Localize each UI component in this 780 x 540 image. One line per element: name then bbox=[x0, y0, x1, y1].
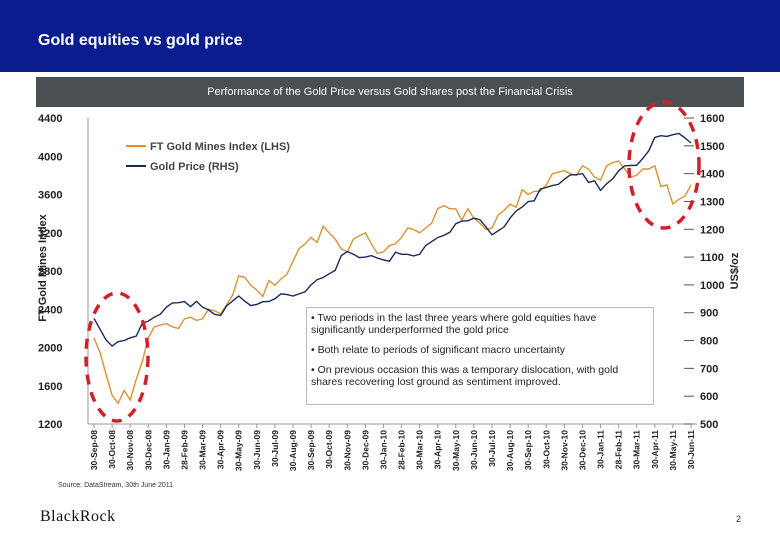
chart-subtitle: Performance of the Gold Price versus Gol… bbox=[207, 86, 573, 98]
x-tick-label: 30-Jul-09 bbox=[270, 430, 280, 467]
highlight-ellipses bbox=[84, 100, 701, 423]
series-lines bbox=[93, 132, 692, 405]
x-tick-label: 30-Sep-09 bbox=[306, 430, 316, 470]
page-number: 2 bbox=[736, 514, 742, 524]
x-tick-label: 30-Sep-08 bbox=[89, 430, 99, 470]
x-tick-label: 30-May-09 bbox=[234, 430, 244, 471]
x-tick-label: 30-Mar-11 bbox=[632, 430, 642, 469]
x-tick-label: 30-Jan-10 bbox=[378, 430, 388, 469]
x-tick-label: 30-Apr-11 bbox=[650, 430, 660, 469]
x-tick-label: 30-Jan-11 bbox=[596, 430, 606, 469]
left-tick-label: 3600 bbox=[38, 190, 62, 202]
x-tick-label: 30-May-11 bbox=[668, 430, 678, 471]
left-tick-label: 2400 bbox=[38, 304, 62, 316]
x-tick-label: 30-Oct-09 bbox=[324, 430, 334, 469]
chart-axes bbox=[87, 118, 697, 425]
left-tick-label: 4400 bbox=[38, 113, 62, 125]
right-tick-label: 1500 bbox=[700, 141, 724, 153]
x-tick-label: 30-Aug-10 bbox=[505, 430, 515, 471]
x-tick-label: 30-May-10 bbox=[451, 430, 461, 471]
x-tick-label: 30-Jun-09 bbox=[252, 430, 262, 470]
x-tick-label: 28-Feb-10 bbox=[397, 430, 407, 470]
x-tick-label: 30-Jun-11 bbox=[686, 430, 696, 469]
x-tick-label: 30-Aug-09 bbox=[288, 430, 298, 471]
x-tick-label: 30-Dec-08 bbox=[143, 430, 153, 470]
left-axis-ticks: 4400 4000 3600 3200 2800 2400 2000 1600 1200 bbox=[38, 113, 62, 431]
right-tick-label: 1200 bbox=[700, 224, 724, 236]
right-tick-label: 1600 bbox=[700, 113, 724, 125]
left-tick-label: 1600 bbox=[38, 381, 62, 393]
right-tick-label: 1000 bbox=[700, 280, 724, 292]
page-title: Gold equities vs gold price bbox=[38, 32, 243, 49]
x-tick-label: 30-Dec-10 bbox=[577, 430, 587, 470]
right-tick-label: 1100 bbox=[700, 252, 724, 264]
x-tick-label: 30-Sep-10 bbox=[523, 430, 533, 470]
x-tick-label: 30-Oct-08 bbox=[107, 430, 117, 469]
right-tick-label: 600 bbox=[700, 391, 718, 403]
right-axis-title: US$/oz bbox=[729, 252, 741, 289]
right-tick-label: 1300 bbox=[700, 196, 724, 208]
gold-mines-index-line bbox=[93, 160, 692, 405]
source-note: Source: DataStream, 30th June 2011 bbox=[58, 482, 174, 489]
x-tick-label: 30-Apr-09 bbox=[216, 430, 226, 469]
x-tick-label: 30-Nov-09 bbox=[342, 430, 352, 471]
right-tick-label: 500 bbox=[700, 419, 718, 431]
highlight-ellipse-2008 bbox=[84, 291, 150, 423]
annotation-box: • Two periods in the last three years wh… bbox=[306, 307, 654, 405]
legend-label: Gold Price (RHS) bbox=[150, 161, 239, 173]
annotation-1: • Two periods in the last three years wh… bbox=[311, 312, 597, 336]
left-tick-label: 1200 bbox=[38, 419, 62, 431]
left-tick-label: 3200 bbox=[38, 228, 62, 240]
x-tick-label: 30-Jun-10 bbox=[469, 430, 479, 470]
x-tick-label: 30-Jul-10 bbox=[487, 430, 497, 467]
x-tick-label: 28-Feb-09 bbox=[179, 430, 189, 470]
x-tick-label: 30-Mar-09 bbox=[198, 430, 208, 470]
annotation-2: • Both relate to periods of significant … bbox=[311, 344, 566, 356]
x-tick-label: 30-Nov-10 bbox=[559, 430, 569, 471]
right-tick-label: 800 bbox=[700, 336, 718, 348]
x-axis-ticks: 30-Sep-08 30-Oct-08 30-Nov-08 30-Dec-08 30-J… bbox=[89, 424, 696, 471]
left-axis-title: FT Gold Mines Index bbox=[37, 213, 49, 321]
x-tick-label: 30-Oct-10 bbox=[541, 430, 551, 469]
legend: FT Gold Mines Index (LHS) Gold Price (RHS… bbox=[126, 141, 290, 173]
x-tick-label: 28-Feb-11 bbox=[614, 430, 624, 469]
left-tick-label: 2800 bbox=[38, 266, 62, 278]
gold-price-line bbox=[93, 132, 692, 348]
left-tick-label: 4000 bbox=[38, 151, 62, 163]
x-tick-label: 30-Dec-09 bbox=[360, 430, 370, 470]
header-bar: Gold equities vs gold price bbox=[0, 0, 780, 72]
right-tick-label: 900 bbox=[700, 308, 718, 320]
annotation-3: • On previous occasion this was a tempor… bbox=[311, 364, 619, 388]
x-tick-label: 30-Mar-10 bbox=[415, 430, 425, 470]
x-tick-label: 30-Jan-09 bbox=[161, 430, 171, 469]
left-tick-label: 2000 bbox=[38, 343, 62, 355]
chart-subtitle-bar: Performance of the Gold Price versus Gol… bbox=[36, 77, 744, 107]
right-tick-label: 700 bbox=[700, 363, 718, 375]
x-tick-label: 30-Apr-10 bbox=[433, 430, 443, 469]
right-axis-ticks: 1600 1500 1400 1300 1200 1100 1000 900 800 700 600… bbox=[684, 113, 724, 431]
legend-label: FT Gold Mines Index (LHS) bbox=[150, 141, 290, 153]
blackrock-logo: BlackRock bbox=[40, 508, 116, 525]
right-tick-label: 1400 bbox=[700, 169, 724, 181]
x-tick-label: 30-Nov-08 bbox=[125, 430, 135, 471]
highlight-ellipse-2011 bbox=[627, 100, 701, 230]
